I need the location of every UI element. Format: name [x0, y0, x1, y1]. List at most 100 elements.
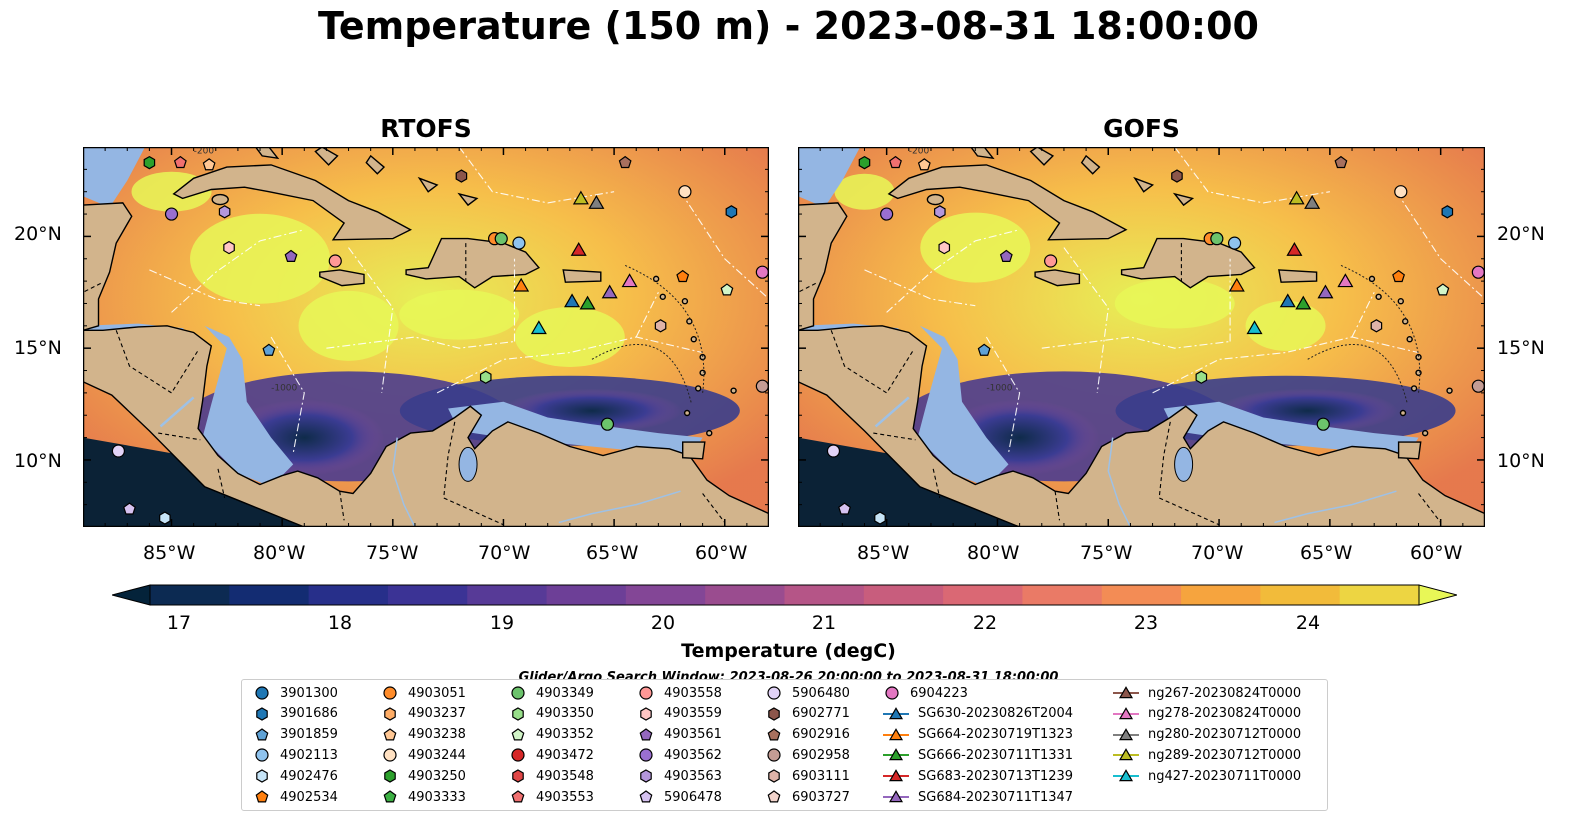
- map-panel-rtofs[interactable]: -1000 -200: [83, 147, 769, 527]
- argo-float-marker[interactable]: [1394, 185, 1408, 199]
- argo-float-marker[interactable]: [880, 207, 894, 221]
- map-panel-gofs[interactable]: -1000 -200: [798, 147, 1485, 527]
- circle-symbol: [383, 748, 397, 762]
- bahamas-land: [1029, 147, 1055, 166]
- legend-entry: SG630-20230826T2004: [882, 704, 1073, 724]
- argo-float-marker[interactable]: [173, 155, 187, 169]
- puerto-rico-land: [562, 269, 602, 283]
- glider-marker[interactable]: [588, 195, 605, 209]
- argo-float-marker[interactable]: [159, 511, 171, 525]
- argo-float-marker[interactable]: [826, 444, 841, 458]
- glider-marker[interactable]: [564, 293, 581, 308]
- pentagon-symbol: [255, 727, 269, 741]
- glider-marker[interactable]: [513, 277, 530, 292]
- argo-float-marker[interactable]: [1471, 379, 1485, 393]
- legend: 3901300 3901686 3901859 4902113 4902476 49025…: [241, 679, 1328, 811]
- argo-float-marker[interactable]: [755, 379, 769, 393]
- argo-float-marker[interactable]: [720, 283, 734, 296]
- glider-marker[interactable]: [1246, 320, 1263, 335]
- argo-float-marker[interactable]: [678, 185, 692, 199]
- argo-float-marker[interactable]: [1195, 370, 1208, 384]
- argo-float-marker[interactable]: [858, 155, 871, 170]
- hexagon-marker-icon: [768, 707, 780, 721]
- argo-float-marker[interactable]: [1334, 155, 1348, 169]
- legend-entry: 6902771: [764, 704, 850, 724]
- pentagon-symbol: [511, 790, 525, 803]
- argo-float-marker[interactable]: [654, 319, 667, 333]
- argo-float-marker[interactable]: [676, 269, 690, 283]
- circle-marker-icon: [511, 686, 525, 700]
- argo-float-marker[interactable]: [1316, 417, 1330, 431]
- argo-float-marker[interactable]: [218, 205, 231, 219]
- argo-float-marker[interactable]: [917, 158, 931, 171]
- glider-marker[interactable]: [1288, 190, 1305, 205]
- glider-marker[interactable]: [579, 295, 596, 310]
- argo-float-marker[interactable]: [1441, 205, 1454, 219]
- legend-entry: ng289-20230712T0000: [1112, 745, 1301, 765]
- legend-label: 3901859: [280, 727, 338, 743]
- legend-entry: 6903727: [764, 787, 850, 807]
- argo-float-marker[interactable]: [1392, 269, 1405, 283]
- glider-marker[interactable]: [1337, 273, 1354, 288]
- argo-float-marker[interactable]: [1171, 169, 1183, 183]
- colorbar-bin: [1022, 585, 1103, 605]
- pentagon-marker-icon: [383, 790, 397, 803]
- argo-float-marker[interactable]: [938, 240, 951, 255]
- argo-float-marker[interactable]: [1227, 236, 1242, 250]
- argo-float-marker[interactable]: [838, 502, 851, 515]
- argo-float-marker[interactable]: [143, 155, 156, 170]
- glider-marker[interactable]: [1317, 284, 1334, 299]
- argo-float-marker[interactable]: [755, 265, 769, 279]
- eez-boundary: [985, 336, 1021, 454]
- glider-marker[interactable]: [572, 190, 589, 205]
- glider-marker[interactable]: [570, 241, 587, 256]
- lat-tick-label: 10°N: [14, 450, 62, 472]
- argo-float-marker[interactable]: [512, 236, 526, 250]
- argo-float-marker[interactable]: [494, 232, 508, 246]
- argo-float-marker[interactable]: [164, 207, 179, 221]
- legend-entry: 4903561: [636, 725, 722, 745]
- contour-label: -200: [909, 147, 930, 157]
- legend-entry: SG666-20230711T1331: [882, 745, 1073, 765]
- argo-float-marker[interactable]: [977, 343, 991, 356]
- argo-float-marker[interactable]: [1210, 232, 1224, 246]
- country-border: [115, 330, 199, 394]
- argo-float-marker[interactable]: [284, 249, 298, 262]
- argo-float-marker[interactable]: [725, 205, 738, 219]
- argo-float-marker[interactable]: [111, 444, 126, 458]
- glider-marker[interactable]: [1279, 293, 1296, 308]
- glider-marker[interactable]: [1286, 241, 1303, 256]
- argo-float-marker[interactable]: [479, 370, 492, 384]
- argo-float-marker[interactable]: [123, 502, 136, 515]
- argo-float-marker[interactable]: [889, 155, 902, 169]
- glider-marker[interactable]: [601, 284, 618, 299]
- argo-float-marker[interactable]: [262, 343, 276, 356]
- argo-float-marker[interactable]: [223, 240, 235, 255]
- glider-marker[interactable]: [1295, 295, 1312, 310]
- argo-float-marker[interactable]: [1044, 254, 1058, 268]
- argo-float-marker[interactable]: [455, 169, 468, 183]
- legend-label: 4903352: [536, 727, 594, 743]
- colorbar-bin: [943, 585, 1023, 605]
- glider-marker[interactable]: [1304, 195, 1321, 209]
- legend-entry: SG664-20230719T1323: [882, 725, 1073, 745]
- argo-float-marker[interactable]: [600, 417, 615, 431]
- glider-marker[interactable]: [621, 273, 638, 288]
- argo-float-marker[interactable]: [1471, 265, 1485, 279]
- river: [558, 490, 681, 524]
- argo-float-marker[interactable]: [1436, 283, 1450, 296]
- argo-float-marker[interactable]: [328, 254, 342, 268]
- triangle-symbol: [888, 748, 904, 761]
- argo-float-marker[interactable]: [874, 511, 886, 525]
- argo-float-marker[interactable]: [1370, 319, 1383, 333]
- argo-float-marker[interactable]: [934, 205, 946, 219]
- colorbar-bin: [1101, 585, 1182, 605]
- argo-float-marker[interactable]: [202, 158, 216, 171]
- glider-marker[interactable]: [530, 320, 547, 335]
- circle-symbol: [885, 686, 899, 700]
- antilles-island: [706, 429, 713, 437]
- argo-float-marker[interactable]: [618, 155, 632, 169]
- argo-float-marker[interactable]: [999, 249, 1013, 262]
- circle-symbol: [639, 748, 653, 762]
- glider-marker[interactable]: [1228, 277, 1245, 292]
